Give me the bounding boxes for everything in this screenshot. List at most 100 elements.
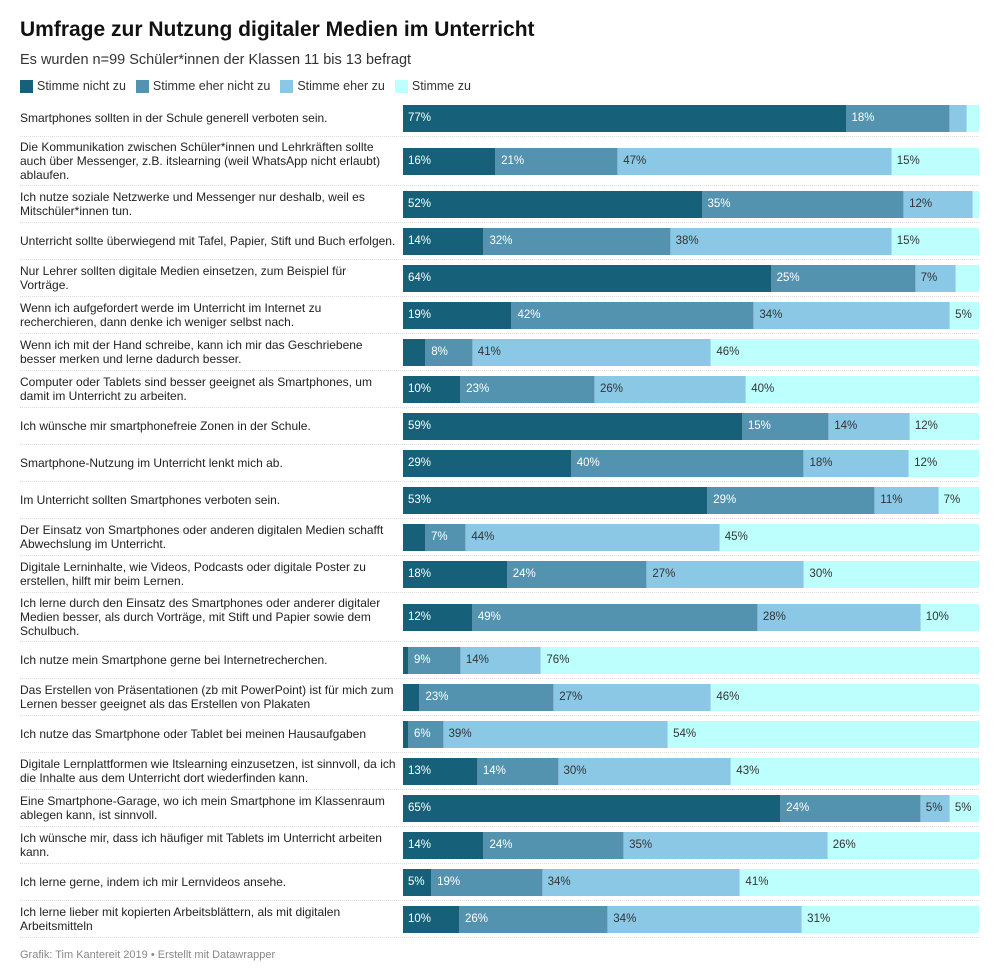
bar-segment-2: 6% [409, 720, 444, 748]
bar-segment-1: 59% [403, 412, 743, 440]
row-label: Smartphones sollten in der Schule genere… [20, 111, 328, 125]
bar-segment-3: 27% [554, 683, 712, 711]
chart-row: Computer oder Tablets sind besser geeign… [20, 371, 979, 408]
bar-segment-2: 8% [426, 338, 473, 366]
bar-segment-1: 29% [403, 449, 572, 477]
stacked-bar: 29% 40% 18% 12% [403, 449, 979, 477]
bar-segment-1: 10% [403, 905, 461, 933]
bar-segment-3: 12% [904, 190, 974, 218]
chart-row: Der Einsatz von Smartphones oder anderen… [20, 519, 979, 556]
bar-segment-3: 35% [624, 831, 828, 859]
row-label: Der Einsatz von Smartphones oder anderen… [20, 523, 384, 551]
stacked-bar: 19% 42% 34% 5% [403, 301, 979, 329]
bar-segment-2: 21% [496, 147, 619, 175]
stacked-bar: 52% 35% 12% [403, 190, 979, 218]
chart-row: Ich nutze mein Smartphone gerne bei Inte… [20, 642, 979, 679]
stacked-bar: 6% 39% 54% [403, 720, 979, 748]
chart-row: Nur Lehrer sollten digitale Medien einse… [20, 260, 979, 297]
bar-segment-3: 7% [915, 264, 956, 292]
bar-segment-2: 32% [484, 227, 671, 255]
chart-row: Ich wünsche mir, dass ich häufiger mit T… [20, 827, 979, 864]
bar-segment-4: 12% [909, 449, 979, 477]
bar-segment-2: 18% [846, 104, 951, 132]
bar-segment-4: 46% [711, 683, 979, 711]
chart-row: Das Erstellen von Präsentationen (zb mit… [20, 679, 979, 716]
bar-segment-2: 23% [461, 375, 595, 403]
bar-segment-2: 35% [702, 190, 905, 218]
bar-segment-3: 30% [558, 757, 732, 785]
bar-segment-2: 40% [571, 449, 805, 477]
bar-segment-1: 12% [403, 603, 473, 631]
legend-item: Stimme nicht zu [20, 79, 126, 93]
bar-segment-2: 24% [484, 831, 625, 859]
stacked-bar: 64% 25% 7% [403, 264, 979, 292]
bar-segment-4: 12% [909, 412, 979, 440]
bar-segment-4: 40% [746, 375, 979, 403]
bar-segment-1: 52% [403, 190, 703, 218]
bar-segment-1 [403, 646, 409, 674]
legend-swatch [135, 79, 149, 93]
stacked-bar: 7% 44% 45% [403, 523, 979, 551]
legend-swatch [280, 79, 294, 93]
row-label: Digitale Lerninhalte, wie Videos, Podcas… [20, 560, 366, 588]
stacked-bar: 10% 26% 34% 31% [403, 905, 979, 933]
bar-segment-1: 14% [403, 831, 485, 859]
chart-row: Ich wünsche mir smartphonefreie Zonen in… [20, 408, 979, 445]
legend-item: Stimme eher zu [280, 79, 385, 93]
bar-segment-4: 45% [719, 523, 979, 551]
bar-segment-1: 16% [403, 147, 497, 175]
bar-segment-4: 46% [711, 338, 979, 366]
bar-segment-4 [955, 264, 979, 292]
chart-row: Digitale Lernplattformen wie Itslearning… [20, 753, 979, 790]
chart-row: Wenn ich mit der Hand schreibe, kann ich… [20, 334, 979, 371]
bar-segment-4: 26% [827, 831, 979, 859]
stacked-bar: 8% 41% 46% [403, 338, 979, 366]
chart-row: Wenn ich aufgefordert werde im Unterrich… [20, 297, 979, 334]
row-label: Ich nutze das Smartphone oder Tablet bei… [20, 727, 367, 741]
stacked-bar: 9% 14% 76% [403, 646, 979, 674]
bar-segment-2: 49% [472, 603, 758, 631]
bar-segment-1: 14% [403, 227, 485, 255]
legend-label: Stimme nicht zu [37, 79, 126, 93]
chart-row: Unterricht sollte überwiegend mit Tafel,… [20, 223, 979, 260]
bar-segment-2: 7% [426, 523, 467, 551]
row-label: Wenn ich mit der Hand schreibe, kann ich… [20, 338, 363, 366]
bar-segment-3: 34% [608, 905, 803, 933]
bar-segment-1 [403, 523, 427, 551]
bar-segment-2: 24% [507, 560, 648, 588]
bar-segment-3: 39% [443, 720, 669, 748]
bar-segment-4: 10% [920, 603, 979, 631]
chart-row: Eine Smartphone-Garage, wo ich mein Smar… [20, 790, 979, 827]
bar-segment-3: 47% [618, 147, 892, 175]
stacked-bar: 18% 24% 27% 30% [403, 560, 979, 588]
bar-segment-1: 53% [403, 486, 709, 514]
bar-segment-2: 29% [708, 486, 876, 514]
bar-segment-4: 15% [891, 227, 979, 255]
bar-segment-2: 23% [420, 683, 555, 711]
bar-segment-1 [403, 338, 427, 366]
bar-segment-1: 65% [403, 794, 782, 822]
chart-row: Ich nutze das Smartphone oder Tablet bei… [20, 716, 979, 753]
bar-segment-1 [403, 683, 421, 711]
bar-segment-4: 7% [938, 486, 979, 514]
row-label: Ich wünsche mir smartphonefreie Zonen in… [20, 419, 311, 433]
row-label: Smartphone-Nutzung im Unterricht lenkt m… [20, 456, 283, 470]
row-label: Ich lerne gerne, indem ich mir Lernvideo… [20, 875, 287, 889]
chart-row: Smartphone-Nutzung im Unterricht lenkt m… [20, 445, 979, 482]
row-label: Die Kommunikation zwischen Schüler*innen… [20, 140, 381, 182]
stacked-bar: 65% 24% 5% 5% [403, 794, 979, 822]
bar-segment-4 [967, 104, 979, 132]
bar-segment-3: 11% [875, 486, 939, 514]
row-label: Ich lerne durch den Einsatz des Smartpho… [20, 596, 381, 638]
chart-row: Die Kommunikation zwischen Schüler*innen… [20, 137, 979, 186]
stacked-bar: 12% 49% 28% 10% [403, 603, 979, 631]
bar-segment-2: 42% [512, 301, 755, 329]
bar-segment-1: 77% [403, 104, 847, 132]
bar-segment-3: 14% [829, 412, 910, 440]
bar-segment-1 [403, 720, 409, 748]
chart-row: Im Unterricht sollten Smartphones verbot… [20, 482, 979, 519]
bar-segment-4: 30% [804, 560, 979, 588]
legend-label: Stimme eher zu [297, 79, 385, 93]
bar-segment-2: 19% [432, 868, 543, 896]
bar-segment-4: 43% [731, 757, 979, 785]
